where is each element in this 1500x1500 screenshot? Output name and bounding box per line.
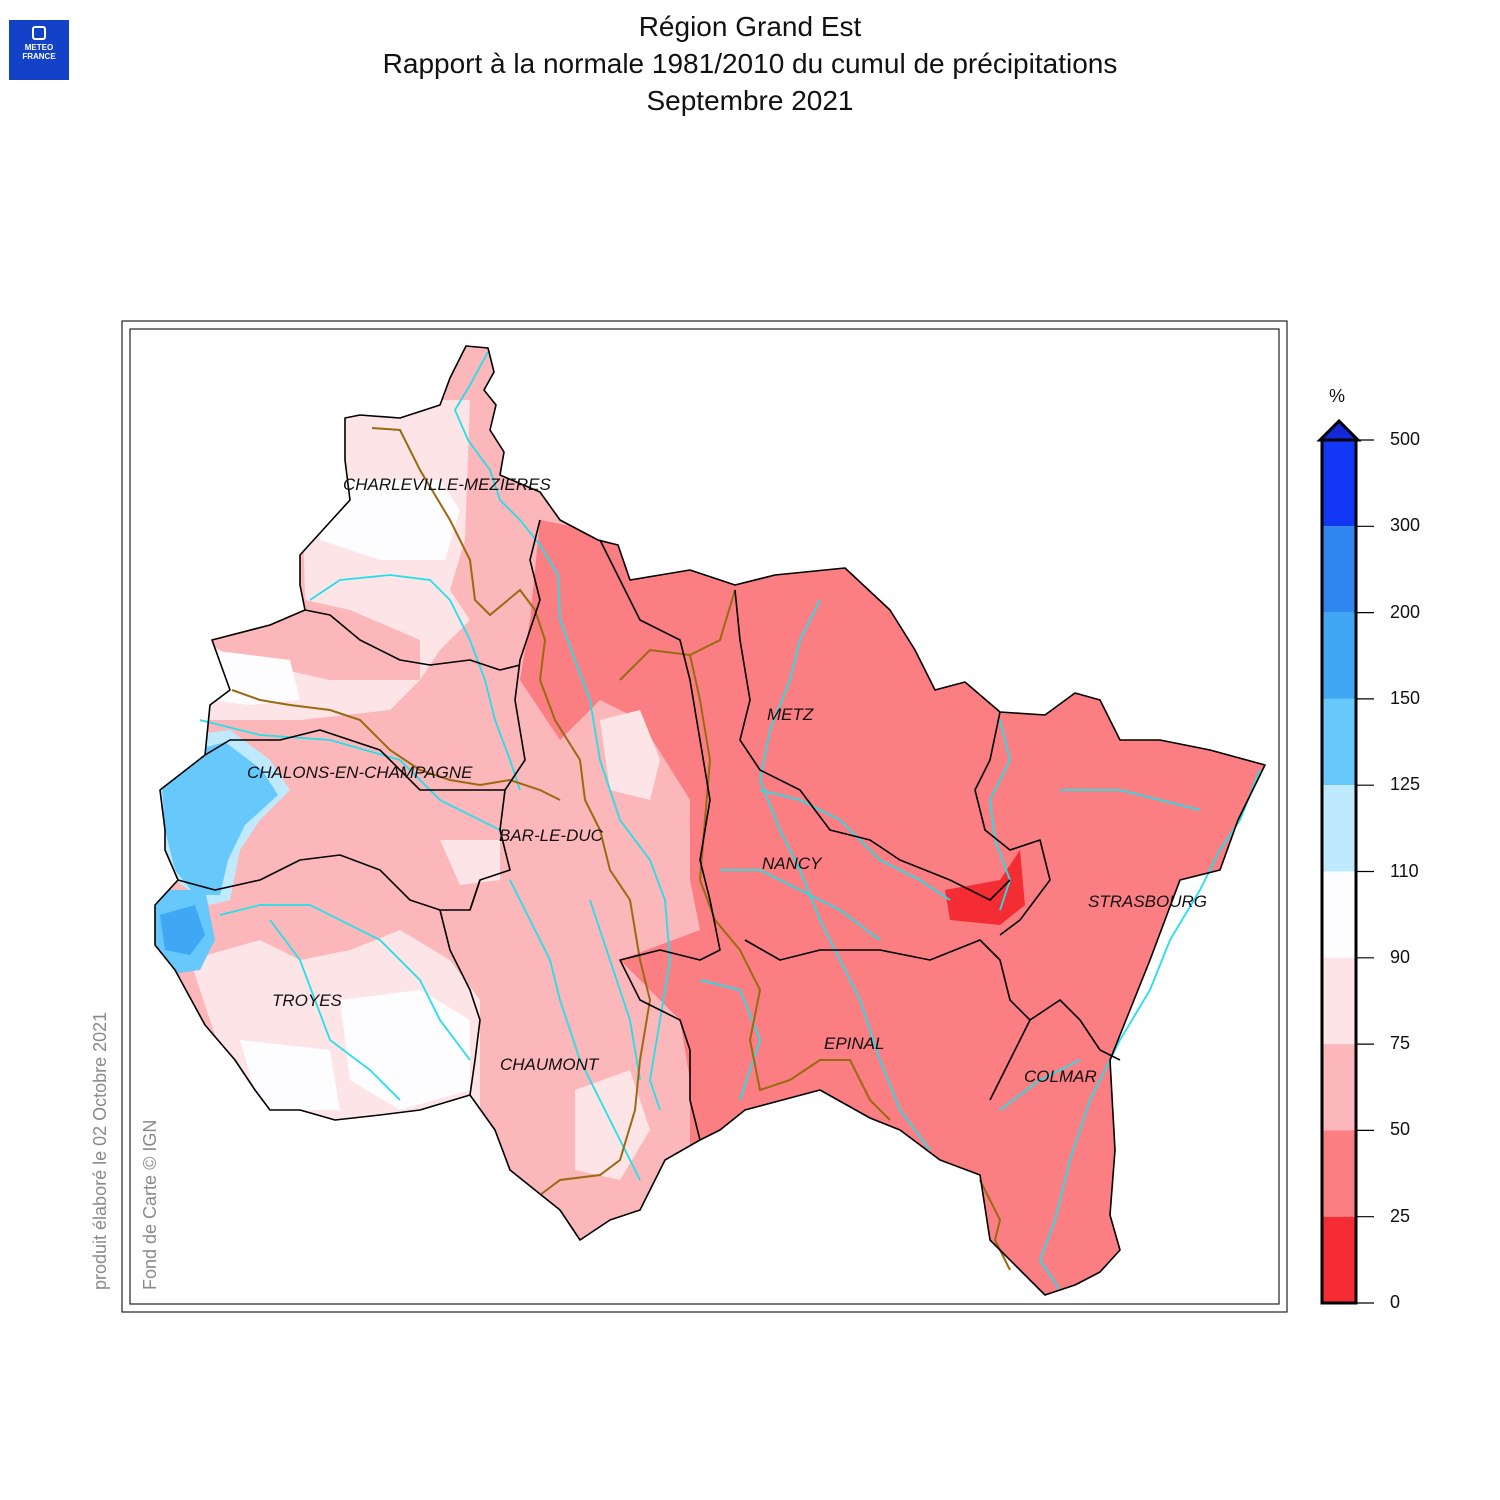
logo-icon [32,26,46,40]
legend-swatch [1322,440,1356,527]
city-label: NANCY [762,854,823,873]
legend-tick-label: 110 [1390,860,1419,881]
legend-swatch [1322,1044,1356,1131]
legend-swatch [1322,1130,1356,1217]
legend-tick-label: 300 [1390,515,1421,536]
precipitation-field [155,346,1265,1295]
city-label: CHAUMONT [500,1055,600,1074]
legend-swatch [1322,612,1356,699]
legend-unit: % [1329,386,1346,406]
city-label: CHALONS-EN-CHAMPAGNE [247,763,473,782]
legend-color-bar [1320,438,1358,1305]
department-borders [154,345,1266,1296]
legend-swatch [1322,1216,1356,1303]
region-title: Région Grand Est [638,11,862,42]
legend-swatch [1322,698,1356,786]
city-label: CHARLEVILLE-MEZIERES [343,475,551,494]
legend-tick-label: 125 [1390,774,1421,795]
city-labels: CHARLEVILLE-MEZIERES METZ CHALONS-EN-CHA… [247,475,1207,1086]
legend-tick-label: 25 [1390,1205,1411,1226]
production-date: produit élaboré le 02 Octobre 2021 [90,1011,110,1290]
legend-overflow-arrow [1316,418,1362,442]
city-label: BAR-LE-DUC [499,826,604,845]
meteo-france-logo: METEO FRANCE [9,20,69,80]
city-label: EPINAL [824,1034,884,1053]
city-label: METZ [767,705,814,724]
map-titles: Région Grand Est Rapport à la normale 19… [0,8,1500,119]
basemap-credit: Fond de Carte © IGN [140,1119,160,1290]
logo-text-meteo: METEO [24,43,54,52]
legend-tick-label: 75 [1390,1033,1411,1054]
city-label: TROYES [272,991,343,1010]
legend-tick-label: 200 [1390,601,1421,622]
legend-tick-label: 150 [1390,687,1421,708]
legend-tick-label: 90 [1390,946,1411,967]
legend-tick-label: 50 [1390,1119,1411,1140]
color-legend [1316,418,1374,1305]
map-frame-outer [121,320,1288,1313]
legend-swatch [1322,785,1356,872]
map-subtitle: Rapport à la normale 1981/2010 du cumul … [382,48,1118,79]
city-label: COLMAR [1024,1067,1097,1086]
legend-tick-label: 500 [1390,429,1421,449]
map-frame-inner [129,328,1280,1305]
logo-text-france: FRANCE [22,52,56,61]
legend-swatch [1322,526,1356,613]
legend-tick-label: 0 [1390,1292,1401,1312]
legend-swatch [1322,871,1356,958]
period-title: Septembre 2021 [646,85,854,116]
legend-swatch [1322,957,1356,1045]
rivers [199,351,1261,1291]
basin-boundaries [231,427,1011,1271]
city-label: STRASBOURG [1088,892,1207,911]
